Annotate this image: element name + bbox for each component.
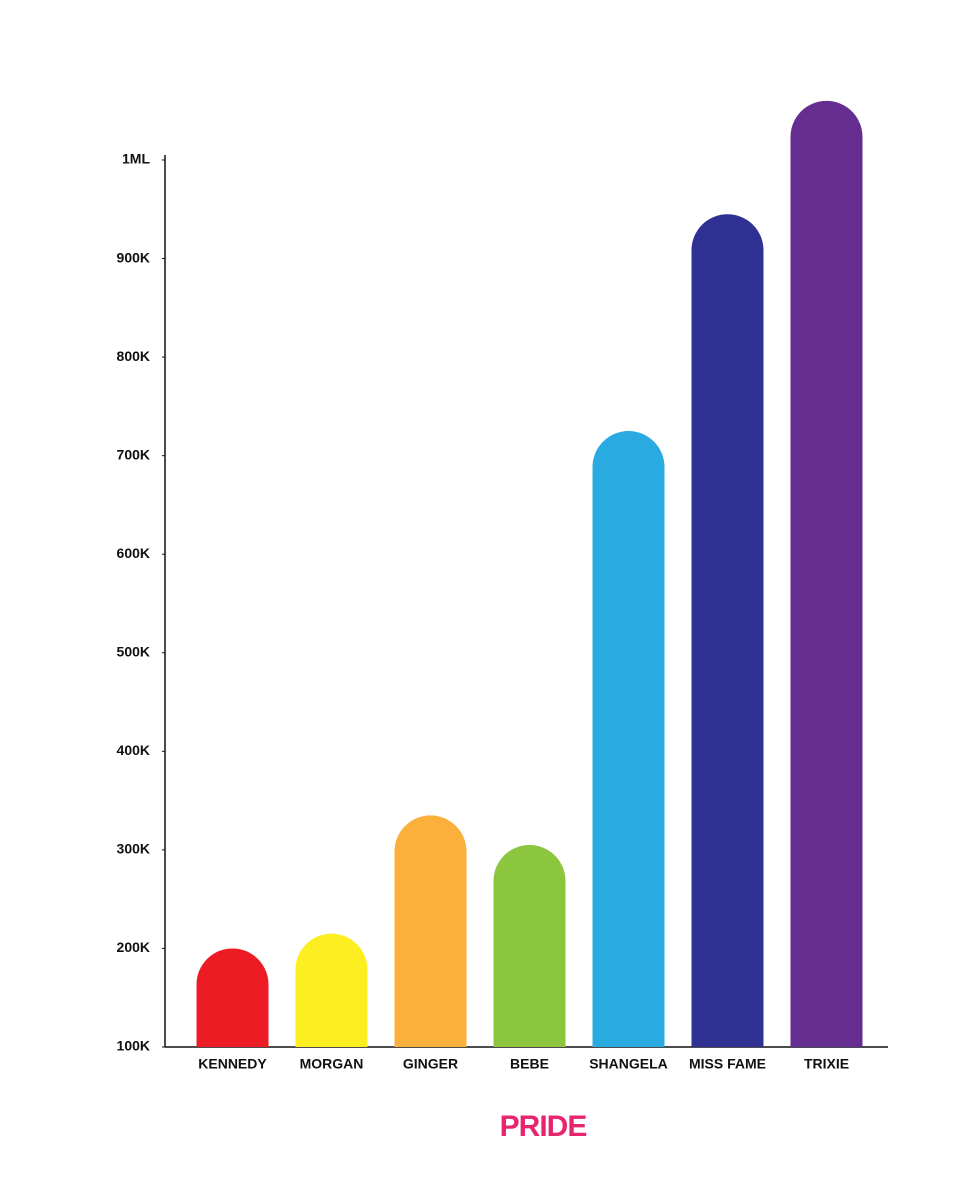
bar [394, 815, 467, 1047]
x-tick-label: BEBE [510, 1056, 549, 1072]
bar [691, 214, 764, 1047]
y-tick-label: 200K [117, 939, 150, 955]
y-tick-label: 600K [117, 545, 150, 561]
x-tick-label: MORGAN [300, 1056, 364, 1072]
y-tick-label: 800K [117, 348, 150, 364]
bar [592, 431, 665, 1047]
y-tick-label: 300K [117, 841, 150, 857]
bar [196, 948, 269, 1047]
y-tick-label: 1ML [122, 151, 150, 167]
x-tick-label: MISS FAME [689, 1056, 766, 1072]
x-tick-label: TRIXIE [804, 1056, 849, 1072]
x-tick-label: GINGER [403, 1056, 458, 1072]
x-tick-label: SHANGELA [589, 1056, 668, 1072]
y-tick-label: 900K [117, 249, 150, 265]
bar [493, 844, 566, 1047]
y-tick-label: 400K [117, 742, 150, 758]
y-tick-label: 700K [117, 446, 150, 462]
x-tick-label: KENNEDY [198, 1056, 267, 1072]
bar [295, 933, 368, 1047]
source-logo: PRIDE [500, 1110, 587, 1143]
y-tick-label: 500K [117, 643, 150, 659]
bar [790, 100, 863, 1047]
y-tick-label: 100K [117, 1038, 150, 1054]
